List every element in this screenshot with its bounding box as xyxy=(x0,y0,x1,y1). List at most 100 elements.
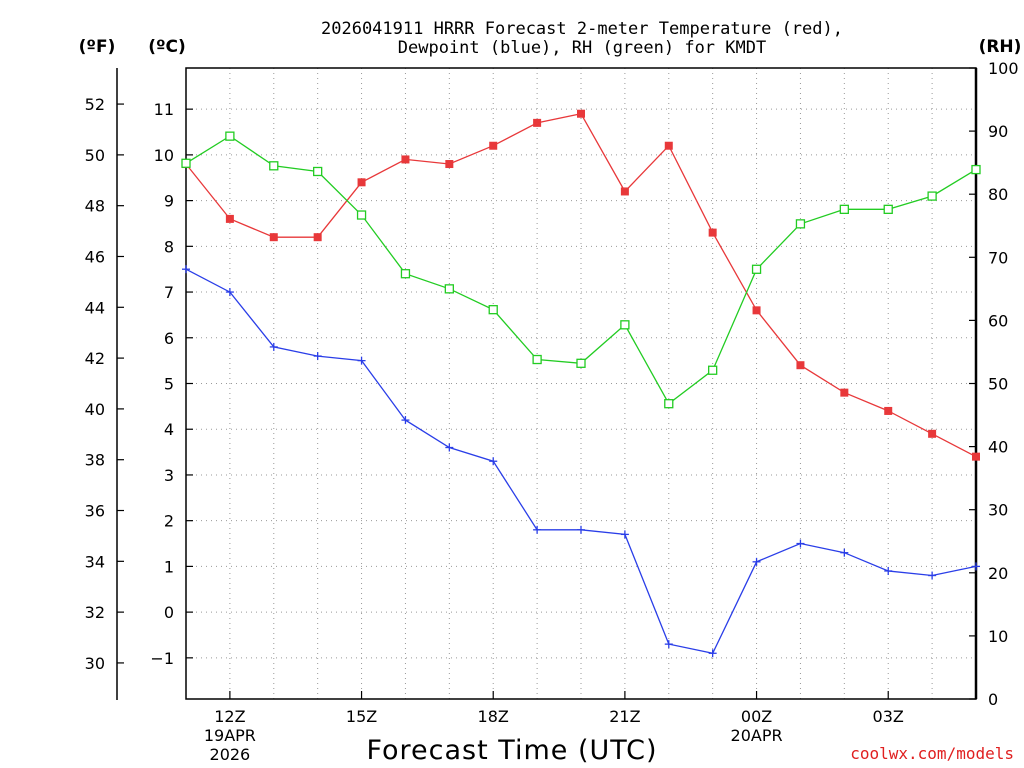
rh-tick-label: 90 xyxy=(988,122,1008,141)
rh-point xyxy=(532,354,542,365)
dewpoint-point xyxy=(225,288,234,297)
x-tick-label: 03Z xyxy=(873,707,904,726)
rh-tick-label: 30 xyxy=(988,501,1008,520)
rh-tick-label: 10 xyxy=(988,627,1008,646)
fahrenheit-tick-label: 52 xyxy=(85,95,105,114)
rh-point xyxy=(269,161,279,171)
temperature-point xyxy=(489,141,498,150)
rh-point xyxy=(708,365,718,375)
rh-point xyxy=(620,320,630,330)
temperature-point xyxy=(269,233,278,242)
rh-tick-label: 0 xyxy=(988,690,998,709)
celsius-tick-label: 0 xyxy=(164,603,174,622)
fahrenheit-tick-label: 38 xyxy=(85,451,105,470)
fahrenheit-tick-label: 42 xyxy=(85,349,105,368)
temperature-point xyxy=(313,233,322,242)
rh-tick-label: 60 xyxy=(988,311,1008,330)
rh-point xyxy=(927,191,937,201)
dewpoint-point xyxy=(708,649,717,658)
rh-point xyxy=(356,210,367,220)
rh-point xyxy=(313,166,323,177)
fahrenheit-tick-label: 40 xyxy=(85,400,105,419)
x-tick-date-label: 19APR xyxy=(204,726,256,745)
rh-point xyxy=(664,399,674,409)
dewpoint-point xyxy=(313,352,322,361)
rh-unit-label: (RH) xyxy=(979,37,1022,57)
dewpoint-point xyxy=(664,640,673,649)
rh-point xyxy=(225,131,235,141)
dewpoint-point xyxy=(182,265,190,274)
temperature-point xyxy=(225,214,234,223)
celsius-tick-label: 2 xyxy=(164,512,174,531)
celsius-tick-label: 11 xyxy=(154,100,174,119)
dewpoint-point xyxy=(928,571,937,580)
dewpoint-point xyxy=(269,342,278,351)
source-credit[interactable]: coolwx.com/models xyxy=(850,744,1014,763)
fahrenheit-tick-label: 50 xyxy=(85,146,105,165)
x-tick-label: 18Z xyxy=(478,707,509,726)
temperature-point xyxy=(401,155,410,164)
fahrenheit-tick-label: 48 xyxy=(85,197,105,216)
temperature-point xyxy=(577,109,585,118)
temperature-point xyxy=(708,228,717,237)
celsius-tick-label: −1 xyxy=(150,649,174,668)
temperature-point xyxy=(445,160,454,169)
celsius-tick-label: 3 xyxy=(164,466,174,485)
x-tick-year-label: 2026 xyxy=(210,745,251,764)
x-tick-label: 12Z xyxy=(214,707,245,726)
dewpoint-point xyxy=(533,525,542,534)
celsius-tick-label: 10 xyxy=(154,146,174,165)
rh-point xyxy=(444,284,454,294)
rh-point xyxy=(839,204,849,214)
temperature-point xyxy=(840,388,849,397)
fahrenheit-tick-label: 30 xyxy=(85,654,105,673)
dewpoint-point xyxy=(577,525,585,534)
temperature-point xyxy=(752,306,761,315)
dewpoint-series-line xyxy=(185,268,977,655)
rh-point xyxy=(400,269,411,279)
fahrenheit-tick-label: 44 xyxy=(85,298,105,317)
fahrenheit-unit-label: (ºF) xyxy=(79,37,116,57)
dewpoint-point xyxy=(796,539,805,548)
celsius-unit-label: (ºC) xyxy=(148,37,186,57)
rh-point xyxy=(488,305,498,315)
dewpoint-point xyxy=(489,457,498,466)
x-tick-label: 15Z xyxy=(346,707,377,726)
axes: 303234363840424446485052−101234567891011… xyxy=(85,59,1019,764)
x-tick-label: 00Z xyxy=(741,707,772,726)
data-series xyxy=(181,109,981,658)
fahrenheit-tick-label: 32 xyxy=(85,603,105,622)
chart-title-line1: 2026041911 HRRR Forecast 2-meter Tempera… xyxy=(321,19,843,39)
rh-point xyxy=(181,158,191,168)
x-tick-date-label: 20APR xyxy=(731,726,783,745)
fahrenheit-tick-label: 36 xyxy=(85,502,105,521)
celsius-tick-label: 5 xyxy=(164,375,174,394)
chart-title-line2: Dewpoint (blue), RH (green) for KMDT xyxy=(398,38,766,58)
fahrenheit-tick-label: 46 xyxy=(85,247,105,266)
grid-lines xyxy=(185,68,977,699)
dewpoint-point xyxy=(445,443,454,452)
temperature-point xyxy=(796,361,805,370)
dewpoint-point xyxy=(972,562,980,571)
rh-tick-label: 100 xyxy=(988,59,1019,78)
rh-tick-label: 40 xyxy=(988,438,1008,457)
fahrenheit-tick-label: 34 xyxy=(85,552,105,571)
temperature-point xyxy=(533,118,542,127)
temperature-point xyxy=(884,406,893,415)
dewpoint-point xyxy=(357,356,366,365)
temperature-point xyxy=(972,452,980,461)
dewpoint-point xyxy=(884,566,893,575)
x-axis-title: Forecast Time (UTC) xyxy=(366,735,657,766)
celsius-tick-label: 1 xyxy=(164,557,174,576)
celsius-tick-label: 8 xyxy=(164,237,174,256)
celsius-tick-label: 6 xyxy=(164,329,174,348)
dewpoint-point xyxy=(401,416,410,425)
rh-point xyxy=(751,264,762,274)
temperature-series-line xyxy=(185,112,977,458)
celsius-tick-label: 4 xyxy=(164,420,174,439)
dewpoint-point xyxy=(620,530,629,539)
rh-tick-label: 80 xyxy=(988,185,1008,204)
temperature-point xyxy=(620,187,629,196)
x-tick-label: 21Z xyxy=(609,707,640,726)
